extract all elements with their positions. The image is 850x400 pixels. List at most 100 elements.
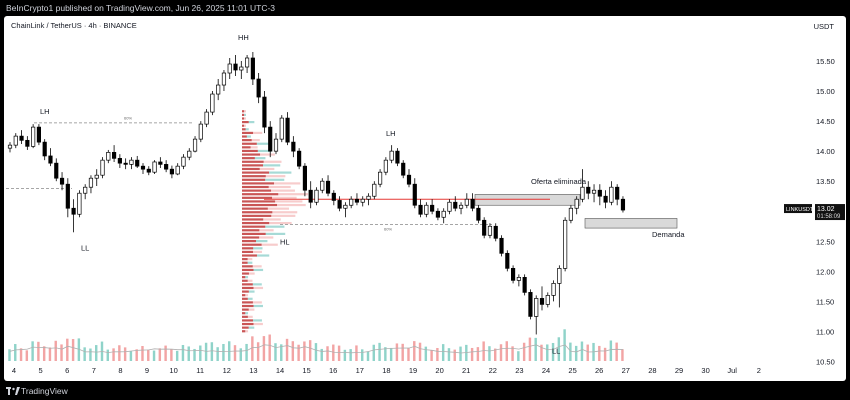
volume-profile-bar: [242, 171, 270, 174]
candle-body: [48, 155, 53, 164]
candle-body: [493, 225, 498, 239]
candle-body: [620, 198, 626, 211]
volume-bar: [303, 341, 306, 361]
x-tick-label: 21: [462, 366, 470, 375]
volume-profile-bar: [250, 146, 258, 149]
volume-profile-bar: [245, 128, 249, 131]
volume-bar: [37, 341, 40, 361]
candle-body: [511, 267, 516, 281]
volume-bar: [48, 347, 52, 361]
volume-profile-bar: [242, 211, 273, 214]
volume-bar: [147, 349, 150, 361]
volume-profile-bar: [242, 200, 276, 203]
candle-body: [36, 126, 41, 143]
volume-profile-bar: [242, 182, 275, 185]
candle-body: [129, 159, 134, 165]
volume-profile-bar: [244, 113, 246, 116]
x-tick-label: 28: [648, 366, 656, 375]
volume-bar: [424, 346, 428, 361]
volume-bar: [372, 344, 375, 361]
candle-body: [331, 192, 336, 201]
volume-profile-bar: [242, 304, 254, 308]
volume-bar: [193, 348, 196, 361]
volume-profile-bar: [242, 189, 272, 192]
chart-panel[interactable]: 15.5015.0014.5014.0013.5013.0012.5012.00…: [4, 16, 846, 381]
volume-bar: [256, 342, 260, 361]
volume-bar: [158, 348, 162, 361]
candle-body: [464, 198, 469, 206]
candle-body: [447, 201, 452, 212]
volume-bar: [222, 343, 225, 361]
volume-bar: [447, 348, 451, 361]
volume-bar: [187, 346, 190, 361]
candle-body: [603, 195, 608, 203]
volume-profile-bar: [256, 142, 270, 145]
annotation-dashed-level-lower: 60%: [384, 226, 392, 231]
volume-bar: [609, 340, 613, 361]
volume-bar: [488, 346, 491, 361]
volume-bar: [135, 349, 138, 361]
volume-profile-bar: [242, 326, 249, 329]
volume-bar: [546, 344, 549, 361]
volume-bar: [505, 341, 508, 361]
volume-bar: [366, 351, 370, 361]
candle-body: [591, 189, 597, 194]
volume-profile-bar: [242, 229, 260, 232]
volume-profile-bar: [265, 232, 286, 235]
y-tick-label: 15.00: [816, 87, 835, 96]
volume-bar: [170, 349, 173, 361]
volume-profile-bar: [275, 200, 303, 203]
volume-profile-bar: [242, 207, 268, 210]
volume-bar: [280, 344, 283, 361]
y-tick-label: 14.50: [816, 117, 835, 126]
candle-body: [354, 198, 360, 203]
candle-body: [117, 158, 122, 164]
chart-canvas[interactable]: 15.5015.0014.5014.0013.5013.0012.5012.00…: [4, 16, 846, 381]
x-tick-label: 2: [757, 366, 761, 375]
volume-bar: [233, 345, 237, 361]
candle-body: [609, 186, 614, 203]
volume-bar: [181, 344, 185, 361]
volume-bar: [476, 347, 480, 361]
volume-bar: [8, 349, 11, 361]
x-tick-label: 26: [595, 366, 603, 375]
candle-body: [476, 207, 481, 221]
volume-profile-bar: [247, 261, 253, 264]
volume-profile-bar: [252, 283, 262, 286]
candle-body: [146, 168, 151, 173]
volume-bar: [268, 334, 271, 361]
candle-body: [88, 177, 94, 188]
volume-bar: [621, 349, 624, 361]
volume-profile-bar: [252, 250, 262, 254]
candle-body: [227, 63, 232, 74]
volume-profile-bar: [277, 203, 306, 207]
publisher-text: BeInCrypto1 published on TradingView.com…: [6, 3, 276, 13]
y-tick-label: 14.00: [816, 147, 835, 156]
volume-bar: [31, 341, 34, 361]
y-tick-label: 10.50: [816, 358, 835, 367]
candle-body: [528, 292, 533, 317]
countdown-text: 01:58:09: [817, 214, 841, 220]
volume-bar: [152, 350, 156, 361]
volume-profile-bar: [242, 218, 264, 221]
volume-bar: [465, 344, 468, 361]
candle-body: [430, 204, 435, 212]
candle-body: [406, 174, 412, 185]
candle-body: [140, 165, 146, 170]
volume-bar: [54, 340, 57, 361]
volume-profile-bar: [256, 254, 270, 257]
volume-profile-bar: [269, 221, 292, 225]
volume-bar: [71, 339, 75, 361]
volume-profile-bar: [242, 322, 254, 326]
candle-body: [487, 225, 493, 236]
volume-bar: [210, 342, 214, 361]
demand-zone-box: [584, 218, 678, 229]
volume-profile-bar: [242, 121, 249, 124]
volume-bar: [528, 337, 532, 361]
volume-profile-bar: [242, 236, 260, 239]
volume-bar: [598, 345, 601, 361]
volume-bar: [314, 343, 318, 361]
volume-bar: [83, 347, 86, 361]
volume-profile-bar: [244, 110, 246, 113]
x-tick-label: 24: [542, 366, 550, 375]
